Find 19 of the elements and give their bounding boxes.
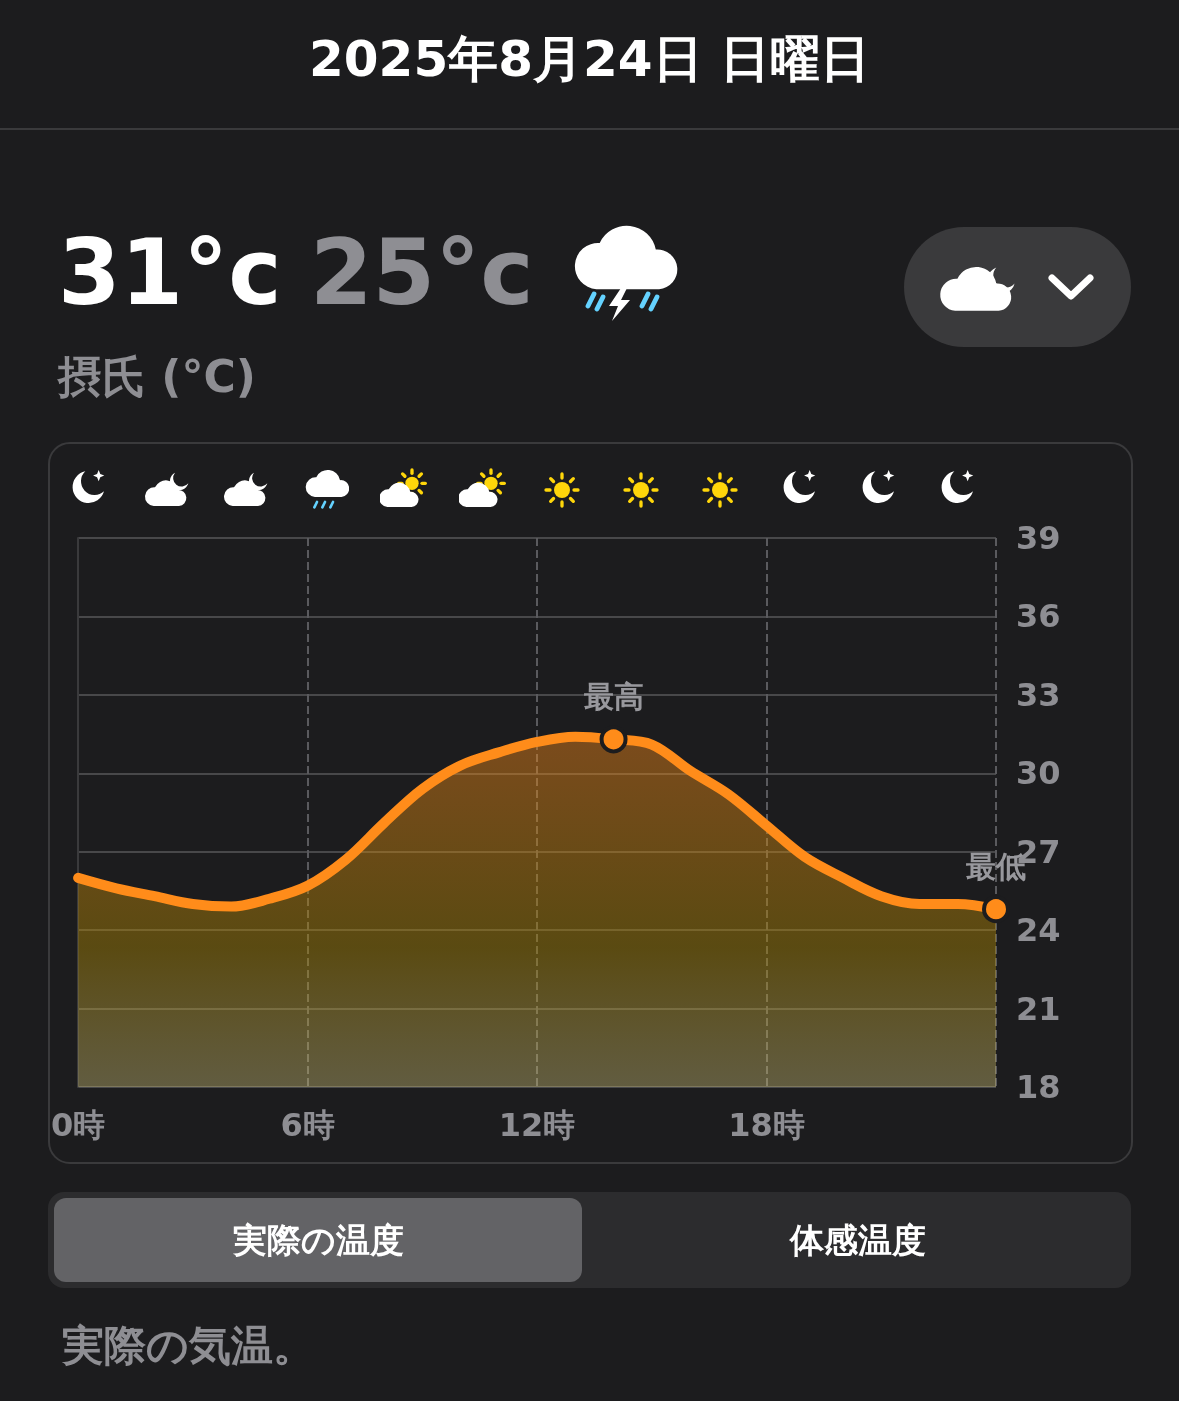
annotation: 最高 [583,678,644,714]
chart-title: 2025年8月24日 日曜日 [308,29,871,90]
x-tick-label: 12時 [498,1106,576,1144]
y-tick-label: 18 [1016,1068,1061,1106]
text: 体感温度 [788,1219,927,1262]
x-tick-label: 0時 [51,1106,106,1144]
y-tick-label: 33 [1016,675,1061,714]
x-tick-label: 6時 [280,1106,335,1144]
y-tick-label: 24 [1016,911,1061,950]
text: 摂氏 (°C) [58,350,256,404]
y-tick-label: 30 [1016,754,1061,793]
y-tick-label: 39 [1016,519,1061,557]
y-tick-label: 36 [1016,597,1061,636]
text: 実際の気温。 [62,1320,315,1372]
text: 25°c [310,220,534,325]
text: 31°c [58,220,282,325]
text: 実際の温度 [54,1198,582,1282]
x-tick-label: 18時 [728,1106,805,1144]
y-tick-label: 21 [1016,989,1061,1028]
